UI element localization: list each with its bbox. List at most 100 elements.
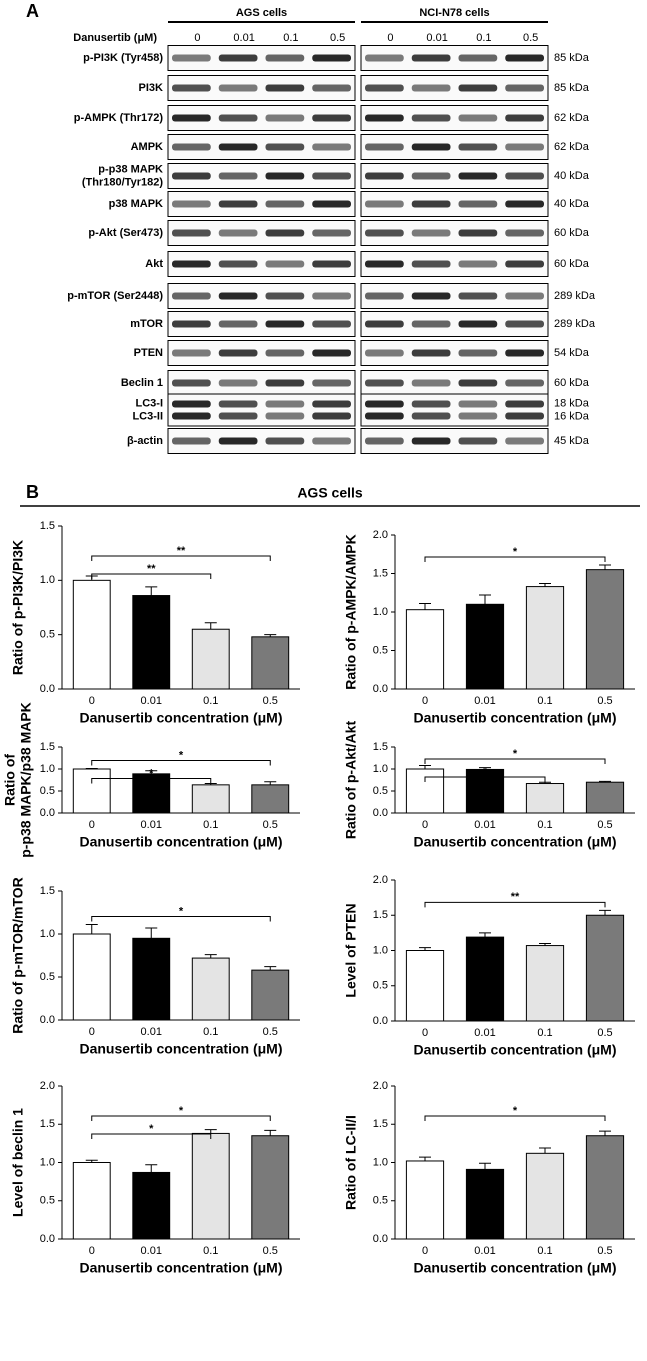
kda-label: 62 kDa [554,141,590,153]
x-tick-label: 0 [89,695,95,707]
band [505,114,544,122]
y-axis-label: Ratio of p-Akt/Akt [343,721,359,840]
band [458,84,498,92]
band [218,114,258,122]
band [458,412,498,420]
band [365,229,404,237]
significance-label: ** [511,891,520,903]
band [218,84,258,92]
band [312,437,351,445]
error-bar [539,942,551,946]
x-axis-label: Danusertib concentration (μM) [79,834,282,850]
x-axis-label: Danusertib concentration (μM) [413,1260,616,1276]
x-tick-label: 0.01 [474,1027,495,1039]
bar [132,1171,171,1240]
band [265,229,305,237]
error-bar [479,767,491,770]
error-bar [539,781,551,784]
y-axis-label: p-p38 MAPK/p38 MAPK [18,702,34,858]
band [172,349,211,357]
significance-label: ** [147,563,156,575]
error-bar [599,1130,611,1136]
y-tick-label: 1.0 [40,574,55,586]
kda-label: 40 kDa [554,198,590,210]
error-bar [419,1156,431,1161]
band [411,412,451,420]
concentration-label: 0.1 [283,32,298,44]
x-tick-label: 0.01 [141,1245,162,1257]
band [265,172,305,180]
band [365,400,404,408]
band [458,54,498,62]
band [411,260,451,268]
band [505,412,544,420]
bar [465,1168,505,1240]
kda-label: 54 kDa [554,347,590,359]
bar [191,957,230,1021]
band [458,172,498,180]
bar [72,768,111,814]
band [218,412,258,420]
band [505,54,544,62]
kda-label: 18 kDa [554,397,590,409]
band [312,172,351,180]
band [265,412,305,420]
band [458,320,498,328]
band [172,54,211,62]
significance-label: * [513,748,518,760]
band [172,143,211,151]
band [411,143,451,151]
band [312,412,351,420]
y-axis-label: Ratio of [2,754,18,806]
band [172,260,211,268]
band [458,114,498,122]
band [265,437,305,445]
band [265,400,305,408]
band [365,260,404,268]
band [265,84,305,92]
band [218,54,258,62]
band [312,320,351,328]
band [458,379,498,387]
kda-label: 62 kDa [554,112,590,124]
band [265,292,305,300]
band [505,379,544,387]
band [458,200,498,208]
band [411,229,451,237]
y-tick-label: 1.0 [373,944,388,956]
band [505,320,544,328]
band [365,379,404,387]
error-bar [264,634,277,637]
x-tick-label: 0 [89,1026,95,1038]
concentration-label: 0.5 [523,32,538,44]
y-tick-label: 0.0 [373,683,388,695]
band [172,229,211,237]
band [365,349,404,357]
band [218,379,258,387]
protein-label: p-p38 MAPK [98,163,163,175]
band [411,84,451,92]
kda-label: 45 kDa [554,435,590,447]
band [172,379,211,387]
y-tick-label: 1.5 [373,1118,388,1130]
error-bar [264,966,277,971]
band [411,200,451,208]
x-tick-label: 0.5 [263,1245,278,1257]
band [458,143,498,151]
band [458,260,498,268]
x-tick-label: 0.5 [597,695,612,707]
band [505,292,544,300]
band [218,349,258,357]
band [312,143,351,151]
band [172,200,211,208]
significance-label: * [179,749,184,761]
band [312,114,351,122]
band [458,437,498,445]
error-bar [204,1129,217,1134]
y-axis-label: Ratio of LC-II/I [343,1115,359,1210]
band [218,292,258,300]
band [172,172,211,180]
kda-label: 289 kDa [554,318,596,330]
band [265,320,305,328]
bar [405,950,445,1022]
